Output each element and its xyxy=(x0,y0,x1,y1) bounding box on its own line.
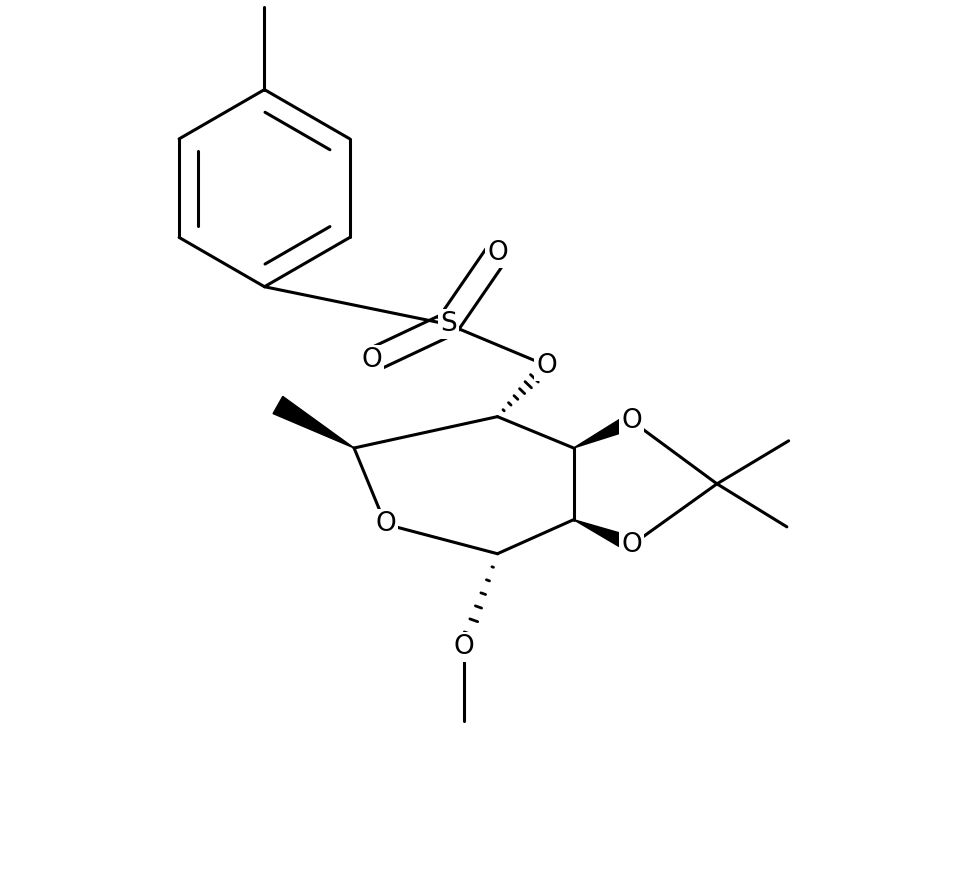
Text: S: S xyxy=(439,311,457,338)
Polygon shape xyxy=(574,414,635,448)
Text: O: O xyxy=(621,408,642,435)
Text: O: O xyxy=(454,633,474,660)
Text: O: O xyxy=(362,347,382,374)
Text: O: O xyxy=(536,352,558,379)
Polygon shape xyxy=(273,396,354,448)
Polygon shape xyxy=(574,520,635,552)
Text: O: O xyxy=(487,239,508,266)
Text: O: O xyxy=(621,531,642,558)
Text: O: O xyxy=(375,511,396,538)
